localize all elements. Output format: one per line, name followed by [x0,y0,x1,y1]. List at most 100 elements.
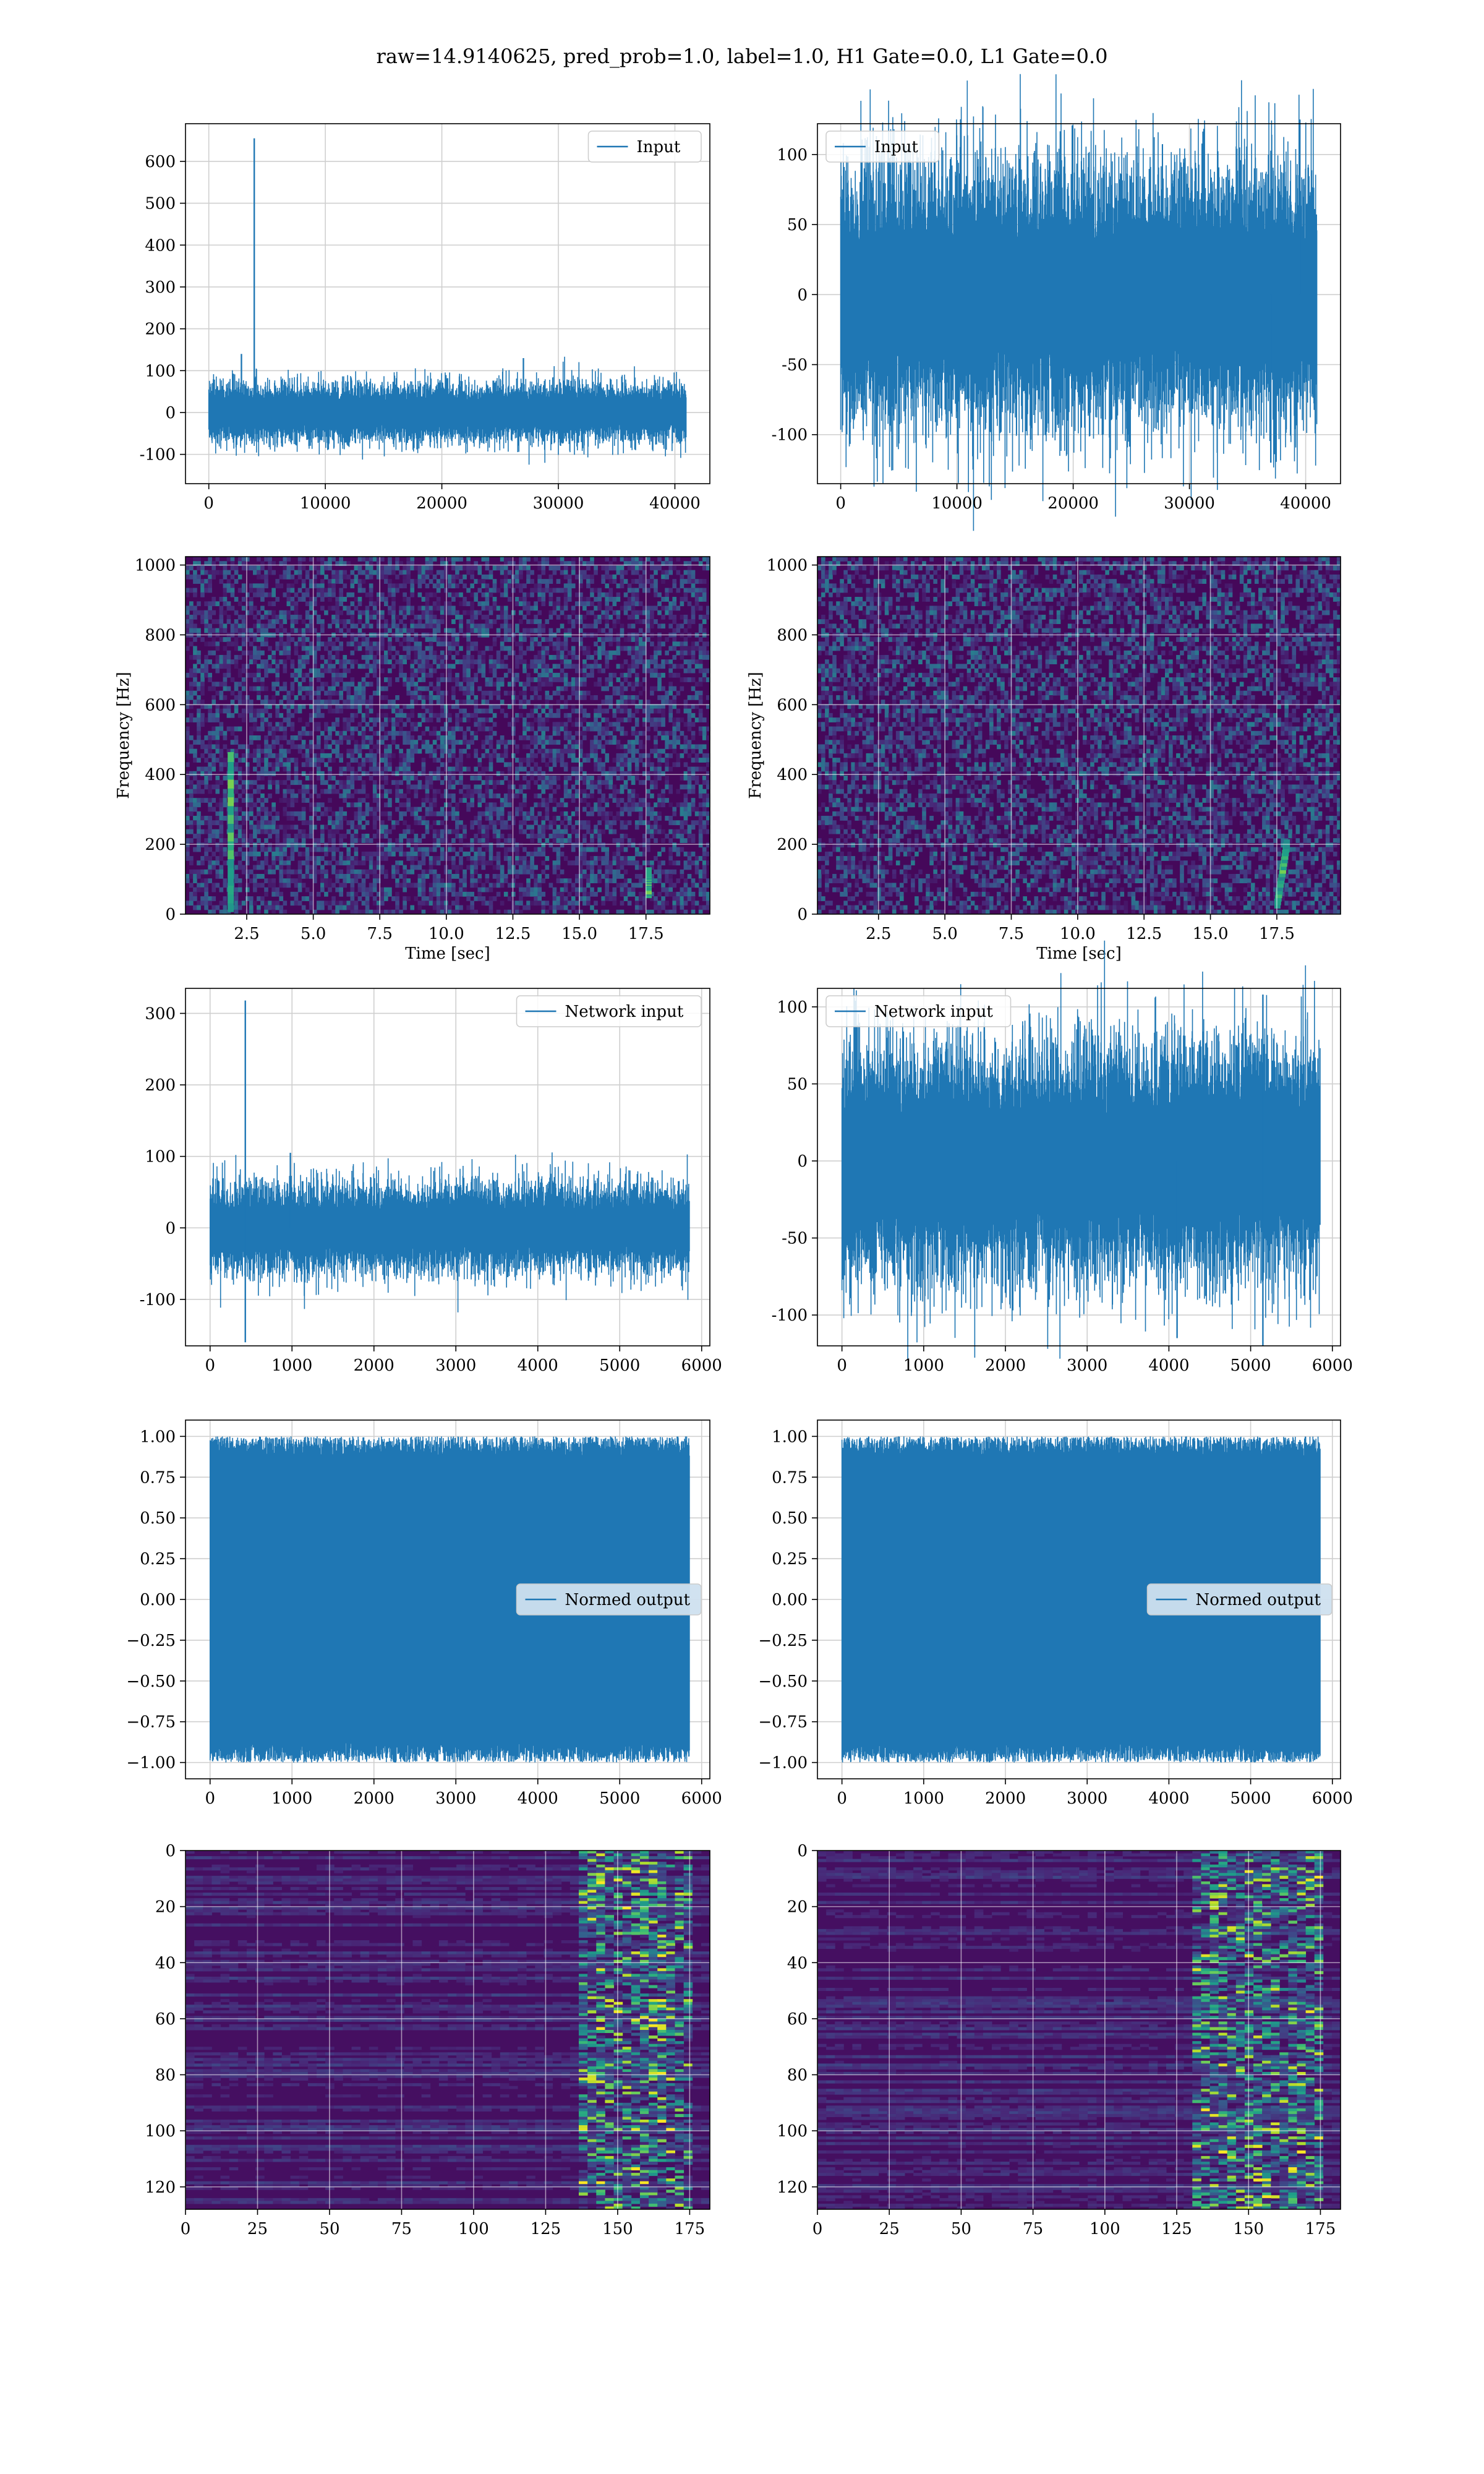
spectrogram-cell [545,695,549,700]
spectrogram-cell [298,860,302,865]
spectrogram-cell [414,700,418,704]
spectrogram-cell [335,847,339,852]
spectrogram-cell [260,637,265,642]
spectrogram-cell [298,691,302,696]
spectrogram-cell [271,570,276,575]
spectrogram-cell [339,767,343,772]
spectrogram-cell [489,860,493,865]
spectrogram-cell [186,570,190,575]
spectrogram-cell [362,758,366,763]
spectrogram-cell [410,606,414,610]
spectrogram-cell [271,682,276,687]
spectrogram-cell [215,570,220,575]
spectrogram-cell [537,892,542,897]
spectrogram-cell [451,593,456,597]
spectrogram-cell [343,767,347,772]
spectrogram-cell [204,847,208,852]
spectrogram-cell [242,784,246,789]
spectrogram-cell [406,677,411,682]
spectrogram-cell [433,669,437,674]
spectrogram-cell [320,758,325,763]
spectrogram-cell [253,722,257,727]
spectrogram-cell [388,583,392,588]
spectrogram-cell [302,597,306,602]
spectrogram-cell [508,798,512,803]
spectrogram-cell [211,896,216,901]
spectrogram-cell [249,628,254,633]
spectrogram-cell [328,771,332,776]
spectrogram-cell [253,865,257,870]
spectrogram-cell [391,740,396,745]
spectrogram-cell [451,583,456,588]
spectrogram-cell [298,731,302,736]
spectrogram-cell [530,860,534,865]
spectrogram-cell [406,575,411,580]
spectrogram-cell [268,619,272,624]
spectrogram-cell [208,798,212,803]
spectrogram-cell [414,722,418,727]
spectrogram-cell [556,606,561,610]
spectrogram-cell [339,825,343,830]
spectrogram-cell [343,883,347,888]
spectrogram-cell [477,802,482,807]
spectrogram-cell [305,820,310,825]
spectrogram-cell [545,776,549,781]
spectrogram-cell [268,623,272,628]
spectrogram-cell [193,816,197,821]
spectrogram-cell [245,593,250,597]
spectrogram-cell [455,896,459,901]
spectrogram-cell [200,682,205,687]
spectrogram-cell [384,749,388,754]
spectrogram-cell [331,749,336,754]
spectrogram-cell [260,565,265,570]
spectrogram-cell [534,709,538,714]
spectrogram-cell [253,709,257,714]
spectrogram-cell [477,856,482,861]
spectrogram-cell [215,628,220,633]
spectrogram-cell [271,651,276,656]
spectrogram-cell [335,820,339,825]
spectrogram-cell [549,820,553,825]
spectrogram-cell [414,820,418,825]
spectrogram-cell [335,637,339,642]
spectrogram-cell [223,798,228,803]
spectrogram-cell [362,731,366,736]
spectrogram-cell [354,758,359,763]
spectrogram-cell [335,700,339,704]
spectrogram-cell [298,709,302,714]
spectrogram-cell [234,802,239,807]
spectrogram-cell [489,825,493,830]
spectrogram-cell [283,901,287,905]
spectrogram-cell [451,641,456,646]
spectrogram-cell [257,825,261,830]
spectrogram-cell [403,673,407,678]
spectrogram-cell [365,575,370,580]
spectrogram-cell [305,784,310,789]
spectrogram-cell [275,767,279,772]
spectrogram-cell [406,807,411,812]
spectrogram-cell [477,669,482,674]
spectrogram-cell [362,888,366,892]
spectrogram-cell [208,789,212,794]
spectrogram-cell [257,762,261,767]
spectrogram-cell [234,682,239,687]
spectrogram-cell [200,619,205,624]
spectrogram-cell [362,878,366,883]
spectrogram-cell [541,565,545,570]
spectrogram-cell [403,677,407,682]
spectrogram-cell [582,892,587,897]
spectrogram-cell [440,695,445,700]
spectrogram-cell [541,677,545,682]
spectrogram-cell [391,780,396,785]
spectrogram-cell [257,623,261,628]
spectrogram-cell [433,575,437,580]
spectrogram-cell [549,637,553,642]
spectrogram-cell [291,691,295,696]
spectrogram-cell [455,673,459,678]
spectrogram-cell [463,687,467,691]
spectrogram-cell [575,682,579,687]
spectrogram-cell [275,646,279,651]
spectrogram-cell [429,700,433,704]
spectrogram-cell [365,623,370,628]
spectrogram-cell [208,802,212,807]
